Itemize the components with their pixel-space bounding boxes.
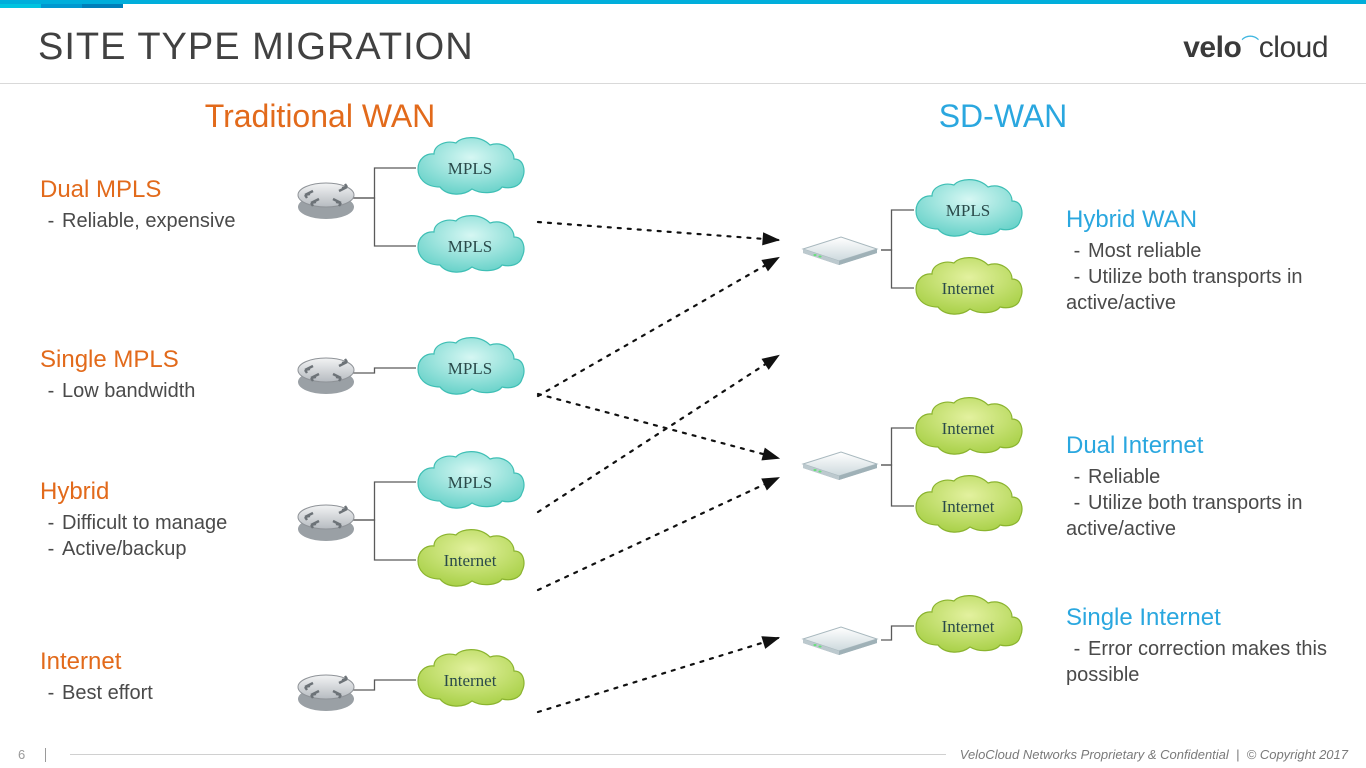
item-title: Single MPLS <box>40 346 280 374</box>
item-bullets: Difficult to manageActive/backup <box>40 510 280 562</box>
bullet: Reliable <box>1066 464 1346 490</box>
cloud-label: MPLS <box>908 201 1028 221</box>
traditional-item: Internet Best effort <box>40 648 280 706</box>
traditional-item: Dual MPLS Reliable, expensive <box>40 176 280 234</box>
router-icon <box>295 348 357 403</box>
item-title: Hybrid <box>40 478 280 506</box>
internet-cloud-icon: Internet <box>410 649 530 711</box>
slide-footer: 6 VeloCloud Networks Proprietary & Confi… <box>0 747 1366 762</box>
cloud-label: MPLS <box>410 237 530 257</box>
router-icon <box>295 665 357 720</box>
sdwan-item: Dual Internet ReliableUtilize both transp… <box>1066 432 1346 542</box>
slide-header: SITE TYPE MIGRATION velo⌒cloud <box>0 8 1366 84</box>
mpls-cloud-icon: MPLS <box>410 137 530 199</box>
item-bullets: Error correction makes this possible <box>1066 636 1346 688</box>
item-title: Hybrid WAN <box>1066 206 1346 234</box>
edge-device-icon <box>795 619 885 666</box>
bullet: Error correction makes this possible <box>1066 636 1346 688</box>
internet-cloud-icon: Internet <box>410 529 530 591</box>
mpls-cloud-icon: MPLS <box>410 451 530 513</box>
internet-cloud-icon: Internet <box>908 257 1028 319</box>
cloud-label: MPLS <box>410 359 530 379</box>
bullet: Reliable, expensive <box>40 208 280 234</box>
logo-swoosh-icon: ⌒ <box>1241 35 1259 55</box>
bullet: Utilize both transports in active/active <box>1066 490 1346 542</box>
cloud-label: Internet <box>908 279 1028 299</box>
cloud-label: Internet <box>908 497 1028 517</box>
router-icon <box>295 495 357 550</box>
cloud-label: Internet <box>410 671 530 691</box>
logo-cloud: cloud <box>1259 31 1328 64</box>
sdwan-item: Hybrid WAN Most reliableUtilize both tran… <box>1066 206 1346 316</box>
brand-logo: velo⌒cloud <box>1183 31 1328 65</box>
logo-velo: velo <box>1183 31 1241 64</box>
bullet: Difficult to manage <box>40 510 280 536</box>
cloud-label: MPLS <box>410 159 530 179</box>
item-bullets: Best effort <box>40 680 280 706</box>
item-title: Internet <box>40 648 280 676</box>
column-header-sdwan: SD-WAN <box>640 98 1366 135</box>
mpls-cloud-icon: MPLS <box>410 215 530 277</box>
bullet: Active/backup <box>40 536 280 562</box>
mpls-cloud-icon: MPLS <box>410 337 530 399</box>
internet-cloud-icon: Internet <box>908 397 1028 459</box>
column-header-traditional: Traditional WAN <box>0 98 640 135</box>
footer-copyright: © Copyright 2017 <box>1247 747 1348 762</box>
bullet: Most reliable <box>1066 238 1346 264</box>
internet-cloud-icon: Internet <box>908 595 1028 657</box>
traditional-item: Hybrid Difficult to manageActive/backup <box>40 478 280 562</box>
item-bullets: Low bandwidth <box>40 378 280 404</box>
cloud-label: Internet <box>908 617 1028 637</box>
diagram-canvas: Dual MPLS Reliable, expensive Single MPLS L… <box>0 135 1366 715</box>
item-bullets: ReliableUtilize both transports in activ… <box>1066 464 1346 542</box>
page-title: SITE TYPE MIGRATION <box>38 26 474 69</box>
cloud-label: MPLS <box>410 473 530 493</box>
cloud-label: Internet <box>410 551 530 571</box>
edge-device-icon <box>795 229 885 276</box>
item-title: Dual Internet <box>1066 432 1346 460</box>
router-icon <box>295 173 357 228</box>
column-headers: Traditional WAN SD-WAN <box>0 84 1366 135</box>
bullet: Utilize both transports in active/active <box>1066 264 1346 316</box>
mpls-cloud-icon: MPLS <box>908 179 1028 241</box>
item-title: Dual MPLS <box>40 176 280 204</box>
footer-proprietary: VeloCloud Networks Proprietary & Confide… <box>960 747 1229 762</box>
internet-cloud-icon: Internet <box>908 475 1028 537</box>
page-number: 6 <box>18 747 25 762</box>
cloud-label: Internet <box>908 419 1028 439</box>
item-title: Single Internet <box>1066 604 1346 632</box>
traditional-item: Single MPLS Low bandwidth <box>40 346 280 404</box>
sdwan-item: Single Internet Error correction makes th… <box>1066 604 1346 688</box>
bullet: Low bandwidth <box>40 378 280 404</box>
accent-bar <box>0 0 1366 8</box>
item-bullets: Most reliableUtilize both transports in … <box>1066 238 1346 316</box>
item-bullets: Reliable, expensive <box>40 208 280 234</box>
bullet: Best effort <box>40 680 280 706</box>
edge-device-icon <box>795 444 885 491</box>
